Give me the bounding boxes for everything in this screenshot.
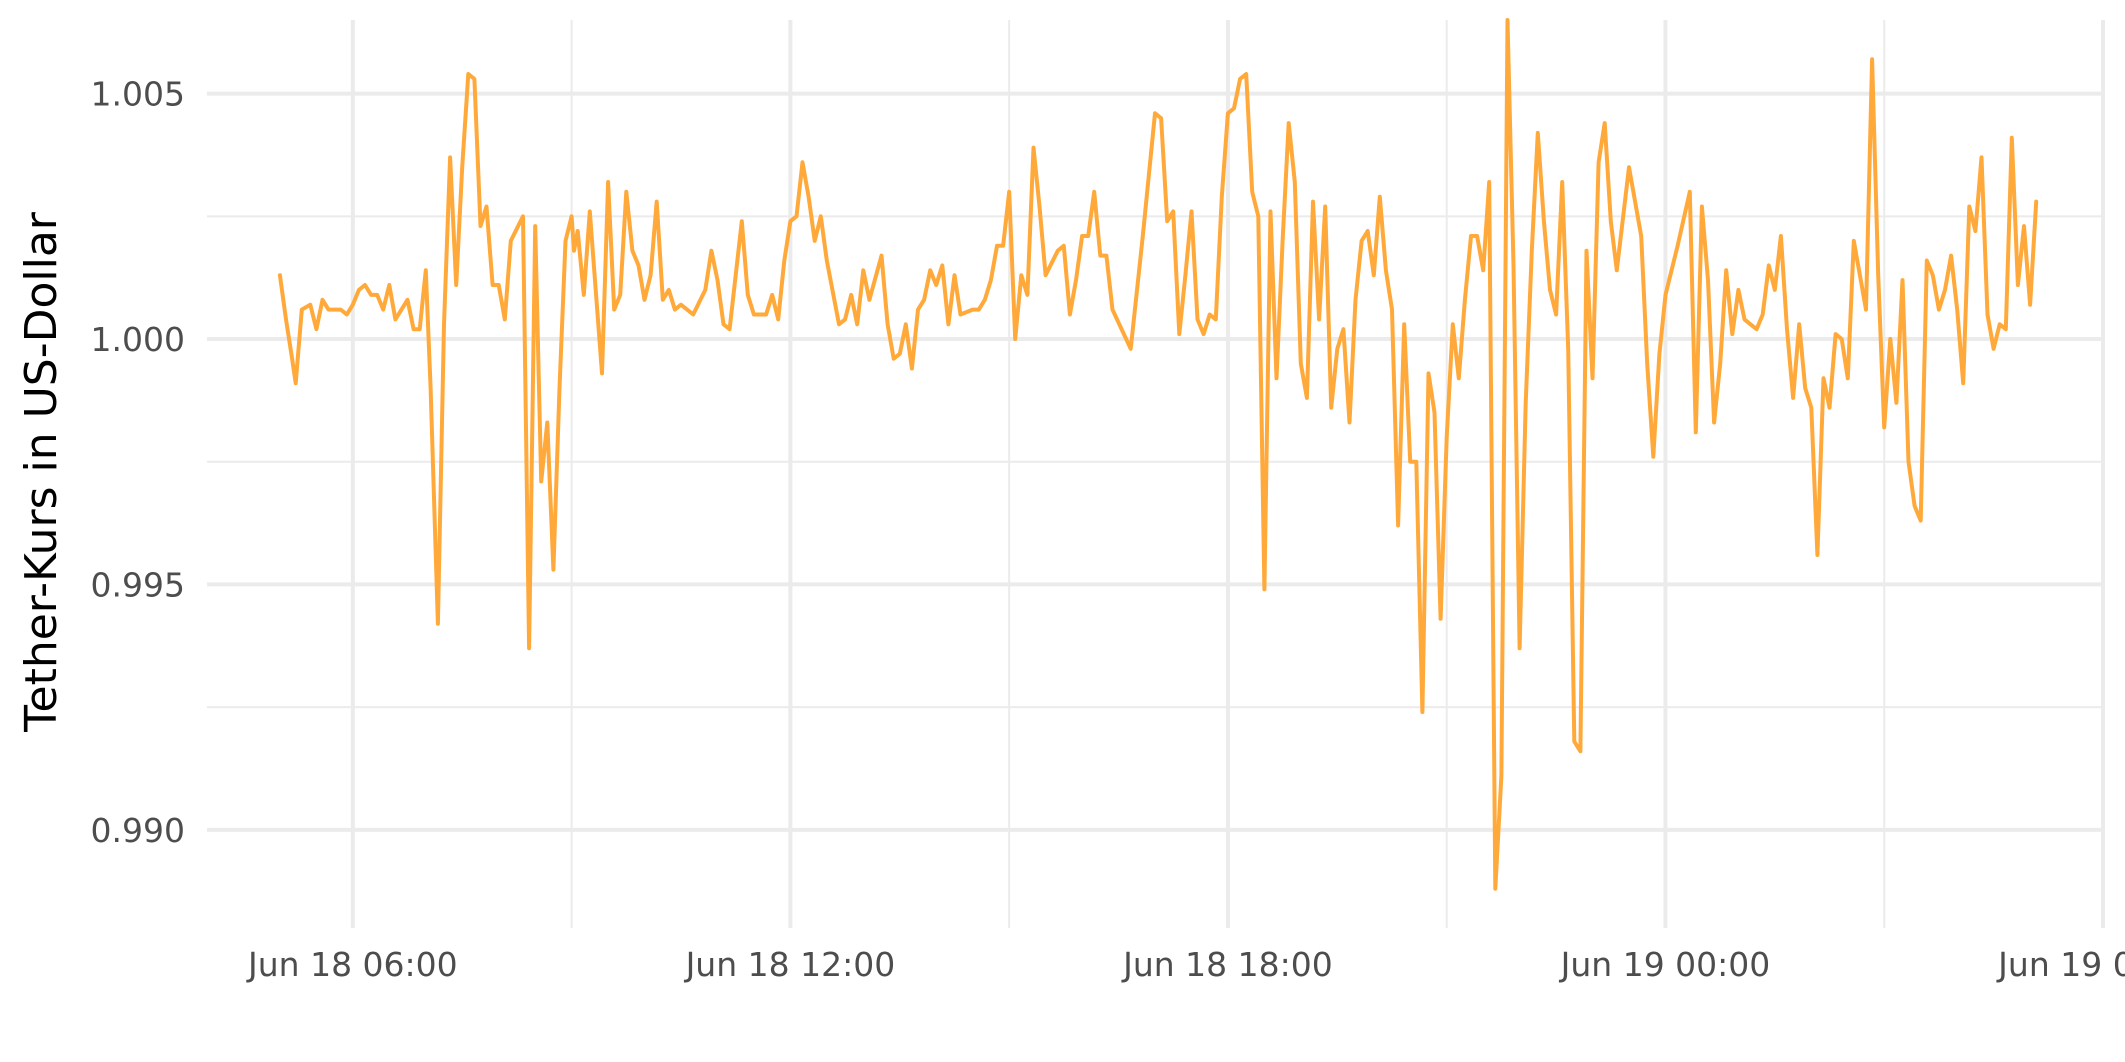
y-axis-title: Tether-Kurs in US-Dollar: [16, 211, 67, 733]
x-tick-label: Jun 19 00:00: [1559, 945, 1771, 984]
x-tick-label: Jun 18 18:00: [1121, 945, 1333, 984]
y-tick-label: 1.000: [91, 320, 185, 359]
tether-price-series-line: [277, 18, 2039, 891]
y-tick-label: 0.995: [91, 565, 185, 604]
y-tick-label: 0.990: [91, 811, 185, 850]
series-layer: [277, 18, 2039, 891]
x-tick-labels: Jun 18 06:00 Jun 18 12:00 Jun 18 18:00 Jun …: [246, 945, 2125, 984]
x-tick-label: Jun 18 12:00: [684, 945, 896, 984]
x-tick-label: Jun 18 06:00: [246, 945, 458, 984]
y-tick-label: 1.005: [91, 75, 185, 114]
y-tick-labels: 0.990 0.995 1.000 1.005: [91, 75, 185, 850]
x-tick-label: Jun 19 06:00: [1996, 945, 2125, 984]
